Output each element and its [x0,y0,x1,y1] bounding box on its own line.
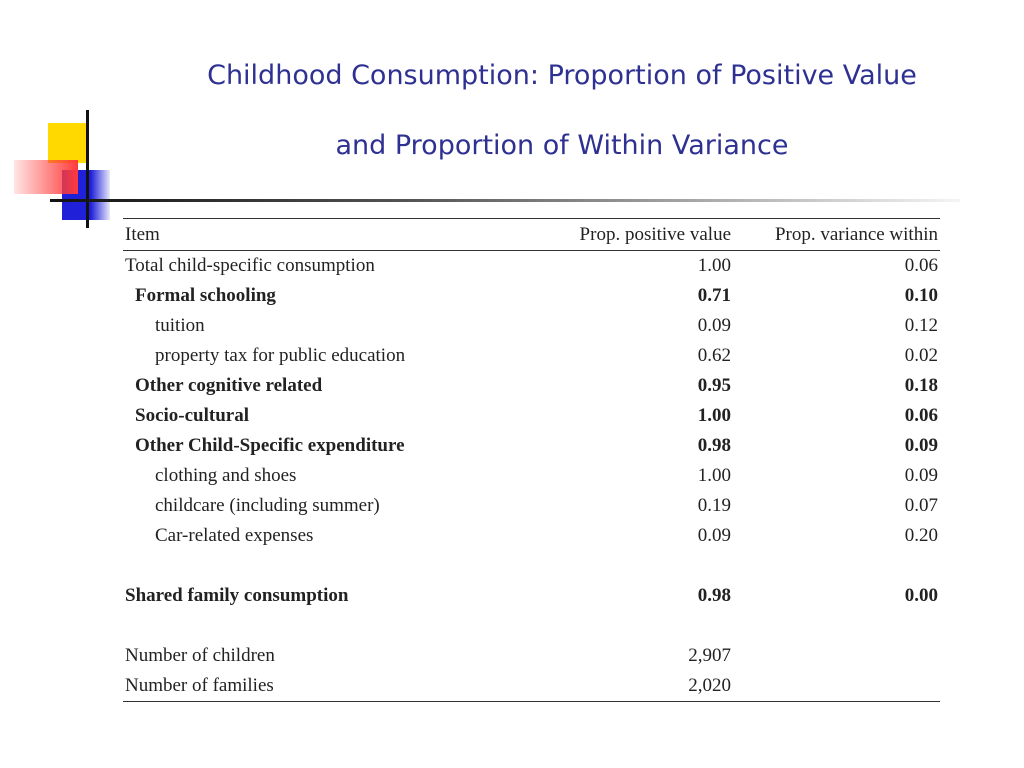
table-cell: 0.09 [904,465,938,486]
table-cell: Formal schooling [135,285,276,306]
table-cell: Socio-cultural [135,405,249,426]
table-cell: 0.95 [697,375,731,396]
table-cell: Shared family consumption [125,585,349,606]
yellow-square [48,123,88,163]
table-cell: 0.00 [904,585,938,606]
table-cell: 0.10 [904,285,938,306]
table-row: property tax for public education 0.62 0.0… [123,341,940,371]
table-cell: Car-related expenses [155,525,314,546]
table-cell: 0.09 [697,525,731,546]
title-line: and Proportion of Within Variance [335,130,789,161]
table-cell: 0.20 [904,525,938,546]
table-cell: Other cognitive related [135,375,323,396]
table-cell: 1.00 [697,465,731,486]
table-cell: childcare (including summer) [155,495,380,516]
table-cell: 0.02 [904,345,938,366]
table-cell: Other Child-Specific expenditure [135,435,405,456]
table-cell: 0.12 [904,315,938,336]
table-cell: 0.98 [697,585,731,606]
vertical-line [86,110,89,228]
table-cell: 1.00 [697,255,731,276]
table-cell: 0.18 [904,375,938,396]
table-cell: 0.71 [697,285,731,306]
table-cell: 2,020 [573,671,733,702]
header-cell: Prop. variance within [733,218,940,251]
table-row: Car-related expenses 0.09 0.20 [123,521,940,551]
table-cell: property tax for public education [155,345,406,366]
header-row: Item Prop. positive value Prop. variance… [123,218,940,251]
spacer-row [123,611,940,641]
table-cell [733,641,940,671]
table-cell: 0.06 [904,255,938,276]
table-row: childcare (including summer) 0.19 0.07 [123,491,940,521]
table-cell: 0.98 [697,435,731,456]
table-cell: 0.09 [697,315,731,336]
table-cell: Number of families [123,671,573,702]
horizontal-line [50,199,960,202]
table-cell: Number of children [125,645,275,666]
table-cell: 1.00 [697,405,731,426]
table-row: Total child-specific consumption 1.00 0.06 [123,251,940,282]
table-row: clothing and shoes 1.00 0.09 [123,461,940,491]
table-row: Number of children 2,907 [123,641,940,671]
header-cell: Item [123,218,573,251]
table-row: Other cognitive related 0.95 0.18 [123,371,940,401]
table-row: Number of families 2,020 [123,671,940,702]
table-cell: tuition [155,315,205,336]
spacer-row [123,551,940,581]
table-cell: clothing and shoes [155,465,297,486]
table-cell: 0.06 [904,405,938,426]
table-row: Socio-cultural 1.00 0.06 [123,401,940,431]
table-row: Formal schooling 0.71 0.10 [123,281,940,311]
table-row: Other Child-Specific expenditure 0.98 0.09 [123,431,940,461]
title-line: Childhood Consumption: Proportion of Pos… [207,60,917,91]
table-row: tuition 0.09 0.12 [123,311,940,341]
table-cell: 2,907 [688,645,731,666]
table-cell: 0.07 [904,495,938,516]
table-cell: 0.09 [904,435,938,456]
table-cell: 0.62 [697,345,731,366]
header-cell: Prop. positive value [573,218,733,251]
red-bar [14,160,78,194]
table: Item Prop. positive value Prop. variance… [123,218,940,702]
table-cell: Total child-specific consumption [125,255,375,276]
table-cell [733,671,940,702]
table-cell: 0.19 [697,495,731,516]
table-row: Shared family consumption 0.98 0.00 [123,581,940,611]
